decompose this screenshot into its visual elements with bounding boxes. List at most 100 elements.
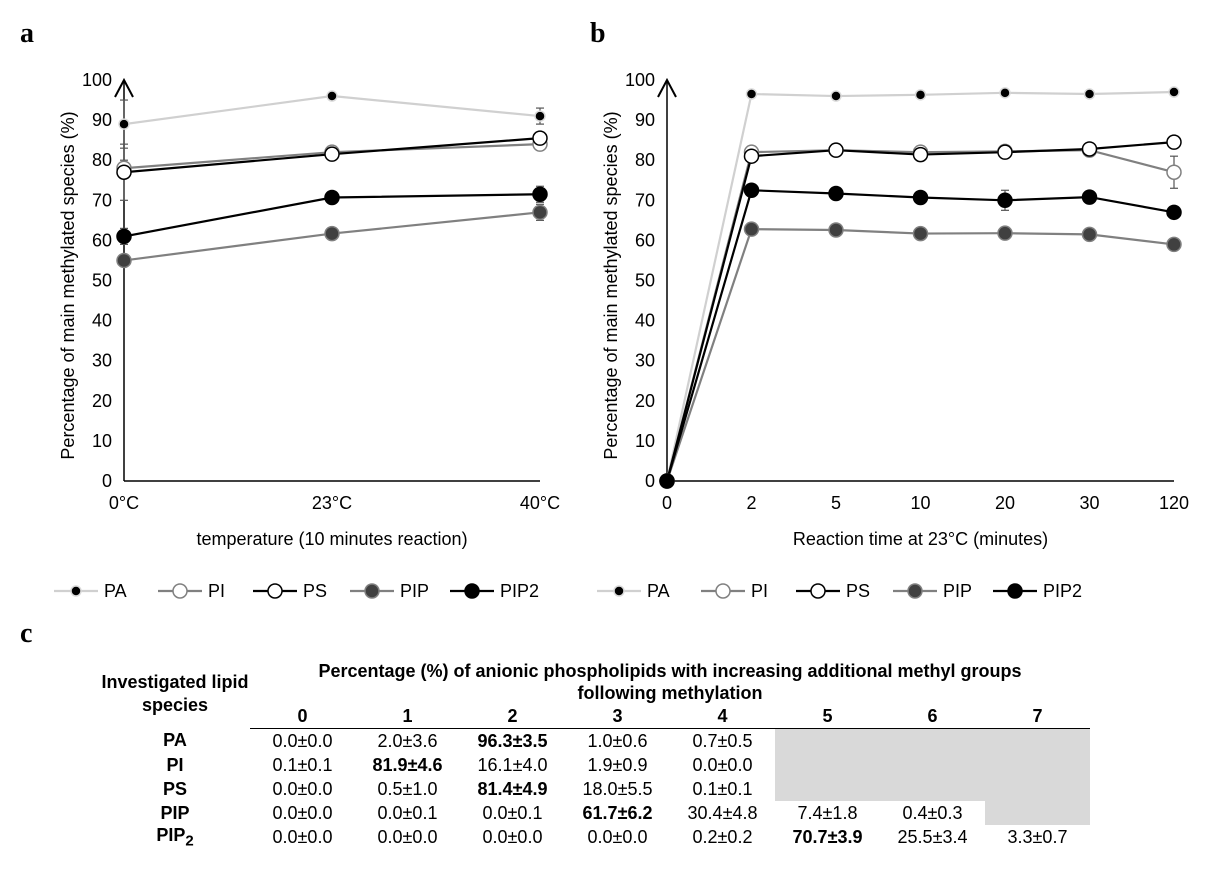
data-point-PS (997, 144, 1013, 160)
table-cell: 18.0±5.5 (582, 778, 653, 799)
data-point-PS (743, 148, 760, 164)
table-row: PIP2 0.0±0.0 0.0±0.0 0.0±0.0 0.0±0.0 0.2±0.2 7… (100, 825, 1090, 850)
legend-marker-PS (810, 583, 826, 599)
data-point-PS (116, 164, 132, 180)
panel-letter-b: b (590, 18, 606, 49)
y-tick-label: 50 (635, 271, 655, 291)
data-point-PIP2 (912, 189, 929, 206)
y-tick-label: 30 (635, 351, 655, 371)
table-cell: 96.3±3.5 (477, 730, 548, 751)
table-cell: 0.4±0.3 (902, 802, 963, 823)
species-label: PIP2 (156, 825, 194, 850)
legend-label-PI: PI (208, 581, 225, 601)
table-cell: 81.9±4.6 (372, 754, 443, 775)
column-number: 4 (670, 704, 775, 729)
data-point-PIP (532, 204, 548, 221)
y-tick-label: 60 (635, 230, 655, 250)
table-cell: 0.0±0.0 (692, 754, 753, 775)
table-cell: 61.7±6.2 (582, 802, 653, 823)
data-point-PIP (997, 225, 1013, 241)
legend-marker-PIP2 (1007, 583, 1023, 599)
table-cell: 30.4±4.8 (687, 802, 758, 823)
x-axis-label: Reaction time at 23°C (minutes) (793, 529, 1048, 549)
y-tick-label: 90 (92, 110, 112, 130)
y-tick-label: 50 (92, 271, 112, 291)
x-tick-label: 5 (831, 493, 841, 513)
y-axis-label: Percentage of main methylated species (%… (601, 111, 621, 459)
data-point-PIP (324, 225, 340, 242)
y-tick-label: 100 (82, 70, 112, 90)
legend-label-PIP: PIP (943, 581, 972, 601)
data-point-PIP (912, 225, 929, 242)
x-axis-label: temperature (10 minutes reaction) (196, 529, 467, 549)
data-point-PS (912, 146, 929, 163)
data-point-PA (830, 90, 842, 102)
legend-label-PIP2: PIP2 (500, 581, 539, 601)
y-tick-label: 0 (102, 471, 112, 491)
table-cell (985, 801, 1090, 825)
table-cell (775, 728, 880, 753)
table-cell: 1.9±0.9 (587, 754, 648, 775)
y-tick-label: 70 (635, 190, 655, 210)
data-point-PIP (1166, 236, 1182, 253)
table-row: PA 0.0±0.0 2.0±3.6 96.3±3.5 1.0±0.6 0.7±0.5 (100, 728, 1090, 753)
y-tick-label: 20 (92, 391, 112, 411)
table-cell: 0.0±0.0 (587, 826, 648, 847)
data-point-PA (1168, 86, 1180, 98)
data-point-PS (828, 142, 844, 158)
table-cell (880, 728, 985, 753)
data-point-PA (999, 87, 1011, 99)
chart-a: 0 10 20 30 40 50 60 70 80 90 100 0°C 23°C 40°C tempera… (54, 70, 560, 601)
table-cell (880, 777, 985, 801)
x-tick-label: 20 (995, 493, 1015, 513)
table-row: PI 0.1±0.1 81.9±4.6 16.1±4.0 1.9±0.9 0.0±0.0 (100, 753, 1090, 777)
table-cell: 1.0±0.6 (587, 730, 648, 751)
x-tick-label: 30 (1079, 493, 1099, 513)
species-subscript: 2 (185, 832, 194, 850)
data-point-PIP2 (324, 189, 340, 206)
table-cell: 0.0±0.0 (272, 802, 333, 823)
table-cell: 0.1±0.1 (692, 778, 753, 799)
column-number: 2 (460, 704, 565, 729)
data-point-PA (326, 90, 338, 102)
data-point-PS (1166, 134, 1182, 150)
data-point-PS (324, 146, 340, 162)
legend-marker-PI (172, 583, 188, 599)
legend-label-PS: PS (303, 581, 327, 601)
table-cell: 0.0±0.0 (272, 826, 333, 847)
species-label: PI (166, 754, 184, 775)
data-point-PIP2 (1081, 189, 1098, 205)
data-point-PIP2 (532, 186, 548, 203)
data-point-PIP2 (659, 473, 675, 489)
table-cell: 0.5±1.0 (377, 778, 438, 799)
y-tick-label: 90 (635, 110, 655, 130)
data-point-PIP2 (997, 192, 1013, 209)
y-tick-label: 10 (635, 431, 655, 451)
table-cell (985, 728, 1090, 753)
y-tick-label: 80 (635, 150, 655, 170)
data-point-PA (534, 110, 546, 122)
y-axis-label: Percentage of main methylated species (%… (58, 111, 78, 459)
table-cell (985, 753, 1090, 777)
x-tick-label: 0°C (109, 493, 139, 513)
data-point-PA (914, 89, 927, 101)
y-tick-label: 20 (635, 391, 655, 411)
lipid-table: Investigated lipid species Percentage (%… (100, 660, 1090, 850)
y-tick-label: 30 (92, 351, 112, 371)
table-cell: 0.0±0.0 (482, 826, 543, 847)
legend-label-PIP: PIP (400, 581, 429, 601)
series-line-PIP (665, 228, 1175, 482)
table-cell: 0.7±0.5 (692, 730, 753, 751)
legend-label-PA: PA (104, 581, 127, 601)
y-tick-label: 100 (625, 70, 655, 90)
legend-marker-PIP2 (464, 583, 480, 599)
data-point-PA (118, 118, 130, 130)
data-point-PIP (743, 221, 760, 237)
column-header: Percentage (%) of anionic phospholipids … (318, 661, 1022, 703)
column-number: 7 (985, 704, 1090, 729)
legend-label-PIP2: PIP2 (1043, 581, 1082, 601)
table-cell: 0.0±0.0 (377, 826, 438, 847)
data-point-PI (1166, 164, 1182, 180)
table-cell: 7.4±1.8 (797, 802, 858, 823)
legend-marker-PA (613, 585, 625, 597)
